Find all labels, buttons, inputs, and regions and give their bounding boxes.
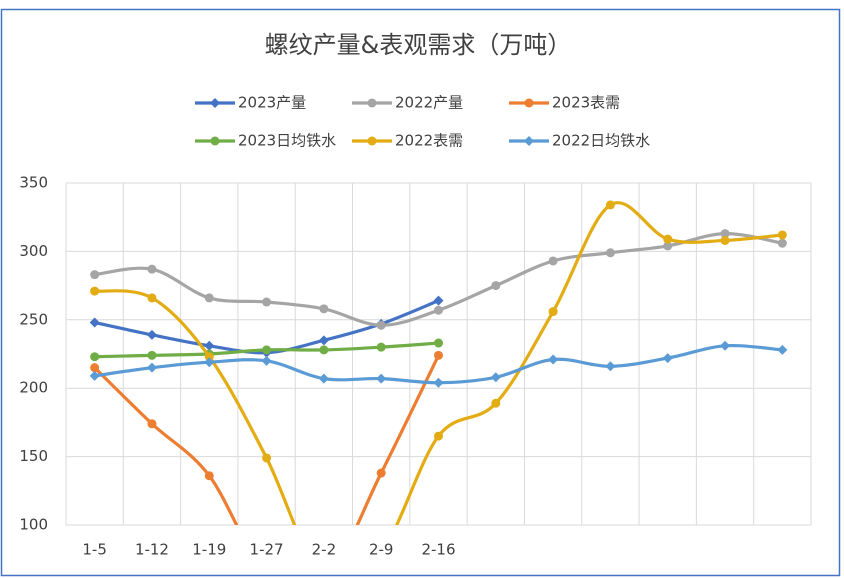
marker (90, 286, 100, 296)
legend-label: 2023日均铁水 (238, 132, 336, 150)
x-tick-label: 1-12 (135, 541, 169, 559)
marker (318, 335, 329, 346)
marker (146, 362, 157, 373)
marker (433, 295, 444, 306)
marker (367, 98, 377, 108)
marker (720, 235, 730, 245)
marker (146, 329, 157, 340)
marker (663, 234, 673, 244)
y-tick-label: 300 (19, 242, 48, 260)
marker (605, 200, 615, 210)
legend: 2023产量 2022产量 2023表需 2023日均铁水 2022表需 2022日均铁水 (195, 94, 650, 150)
marker (89, 317, 100, 328)
marker (434, 305, 443, 315)
y-tick-label: 250 (19, 310, 48, 328)
marker (434, 350, 443, 360)
marker (491, 398, 501, 408)
marker (524, 98, 534, 108)
x-tick-label: 1-27 (250, 541, 284, 559)
plot (89, 200, 788, 525)
marker (147, 293, 157, 303)
marker (662, 353, 673, 364)
marker (777, 230, 787, 240)
x-tick-label: 2-2 (312, 541, 337, 559)
legend-label: 2022日均铁水 (552, 132, 650, 150)
marker (261, 355, 272, 366)
marker (367, 136, 377, 146)
marker (319, 304, 329, 314)
marker (204, 340, 215, 351)
chart-title: 螺纹产量&表观需求（万吨） (265, 31, 572, 59)
marker (777, 238, 787, 248)
marker (663, 241, 673, 251)
marker (147, 264, 157, 274)
marker (434, 338, 443, 348)
marker (204, 471, 214, 481)
y-tick-label: 150 (19, 447, 48, 465)
marker (318, 373, 329, 384)
legend-label: 2022表需 (395, 132, 463, 150)
marker (147, 350, 157, 360)
legend-label: 2023表需 (552, 94, 620, 112)
marker (204, 357, 215, 368)
marker (89, 370, 100, 381)
marker (262, 345, 272, 355)
marker (90, 352, 100, 362)
legend-label: 2023产量 (238, 94, 306, 112)
marker (262, 297, 272, 307)
marker (548, 354, 559, 365)
x-tick-label: 2-16 (421, 541, 455, 559)
y-tick-label: 350 (19, 174, 48, 192)
legend-label: 2022产量 (395, 94, 463, 112)
marker (433, 377, 444, 388)
marker (210, 98, 220, 108)
marker (548, 256, 558, 266)
marker (319, 345, 329, 355)
marker (262, 453, 272, 463)
marker (605, 248, 615, 258)
marker (90, 270, 100, 280)
series-line (93, 201, 784, 525)
marker (147, 419, 157, 429)
x-tick-label: 1-5 (82, 541, 107, 559)
marker (720, 229, 730, 239)
marker (376, 320, 386, 330)
marker (434, 431, 443, 441)
marker (376, 342, 386, 352)
marker (204, 293, 214, 303)
marker (524, 136, 534, 146)
marker (720, 340, 731, 351)
marker (548, 307, 558, 317)
marker (777, 344, 788, 355)
x-tick-label: 1-19 (192, 541, 226, 559)
marker (490, 372, 501, 383)
y-tick-label: 100 (19, 516, 48, 534)
marker (605, 361, 616, 372)
marker (90, 363, 100, 373)
marker (376, 468, 386, 478)
marker (210, 136, 220, 146)
marker (376, 373, 387, 384)
x-tick-label: 2-9 (369, 541, 394, 559)
marker (204, 352, 214, 362)
y-tick-label: 200 (19, 379, 48, 397)
marker (491, 281, 501, 291)
